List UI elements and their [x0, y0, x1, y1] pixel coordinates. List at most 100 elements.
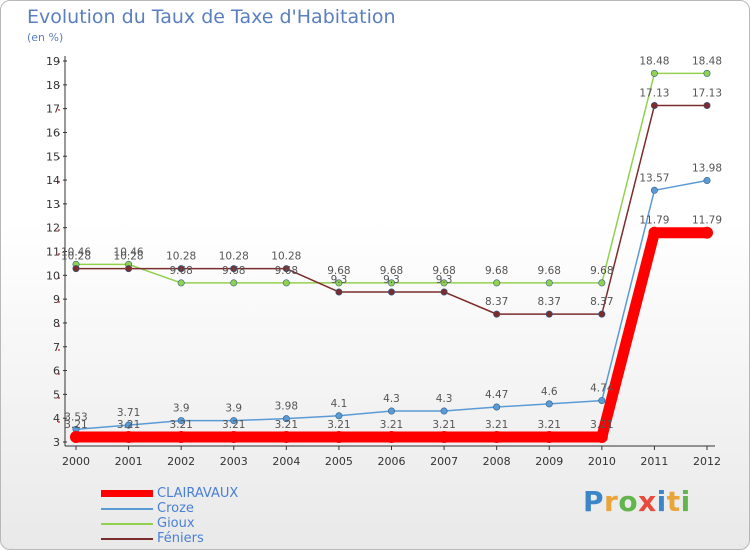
data-point — [650, 102, 658, 110]
x-tick-label: 2000 — [62, 455, 90, 468]
data-label: 4.47 — [485, 389, 508, 401]
x-tick-label: 2005 — [325, 455, 353, 468]
x-tick-label: 2008 — [483, 455, 511, 468]
x-tick-label: 2006 — [378, 455, 406, 468]
x-tick-label: 2001 — [115, 455, 143, 468]
data-point — [440, 279, 448, 287]
data-point — [598, 310, 606, 318]
data-label: 3.21 — [117, 419, 140, 431]
data-label: 10.28 — [166, 251, 196, 263]
data-label: 4.3 — [436, 393, 453, 405]
data-label: 3.53 — [64, 411, 87, 423]
x-tick-label: 2002 — [167, 455, 195, 468]
x-tick-label: 2011 — [640, 455, 668, 468]
logo-letter: P — [583, 485, 605, 518]
data-label: 9.68 — [327, 265, 350, 277]
data-point — [545, 400, 553, 408]
y-tick-label: 11 — [46, 246, 60, 259]
y-tick-label: 4 — [53, 412, 60, 425]
y-tick-label: 8 — [53, 317, 60, 330]
data-label: 9.3 — [331, 274, 348, 286]
data-point — [387, 288, 395, 296]
data-label: 9.68 — [538, 265, 561, 277]
data-point — [282, 265, 290, 273]
data-point — [335, 412, 343, 420]
logo-letter: i — [656, 485, 667, 518]
x-tick-label: 2009 — [535, 455, 563, 468]
data-point — [280, 430, 293, 443]
data-point — [282, 279, 290, 287]
data-point — [230, 279, 238, 287]
data-label: 4.3 — [383, 393, 400, 405]
data-point — [493, 403, 501, 411]
data-label: 8.37 — [590, 296, 613, 308]
data-label: 3.21 — [327, 419, 350, 431]
legend-label: CLAIRAVAUX — [157, 486, 239, 501]
proxiti-logo: Proxiti — [583, 485, 691, 518]
y-tick-label: 16 — [46, 126, 60, 139]
y-tick-label: 17 — [46, 103, 60, 116]
data-label: 3.21 — [169, 419, 192, 431]
data-label: 18.48 — [639, 55, 669, 67]
data-point — [598, 279, 606, 287]
logo-letter: t — [666, 485, 681, 518]
data-label: 3.98 — [275, 401, 298, 413]
logo-letter: x — [638, 485, 657, 518]
data-point — [335, 288, 343, 296]
data-point — [493, 279, 501, 287]
data-point — [70, 430, 82, 443]
data-point — [230, 417, 238, 425]
data-label: 3.21 — [485, 419, 508, 431]
data-label: 3.21 — [380, 419, 403, 431]
y-tick-label: 10 — [46, 269, 60, 282]
data-point — [595, 430, 608, 443]
data-label: 11.79 — [692, 215, 722, 227]
data-label: 3.21 — [275, 419, 298, 431]
data-label: 4.6 — [541, 386, 558, 398]
data-label: 13.98 — [692, 163, 722, 175]
data-label: 3.9 — [225, 403, 242, 415]
y-tick-label: 18 — [46, 79, 60, 92]
data-label: 17.13 — [639, 88, 669, 100]
y-tick-label: 3 — [53, 436, 60, 449]
data-label: 10.28 — [271, 251, 301, 263]
data-point — [440, 407, 448, 415]
data-label: 10.28 — [61, 251, 91, 263]
data-label: 8.37 — [538, 296, 561, 308]
data-label: 18.48 — [692, 55, 722, 67]
y-tick-label: 15 — [46, 150, 60, 163]
data-point — [177, 265, 185, 273]
data-point — [543, 430, 556, 443]
y-tick-label: 12 — [46, 222, 60, 235]
data-point — [125, 265, 133, 273]
data-point — [598, 397, 606, 405]
line-chart: 3 4 5 6 7 8 9 10 11 12 13 14 15 16 17 18 19 2000 2001 2002 2… — [46, 55, 722, 468]
legend-swatch — [101, 523, 153, 525]
data-label: 10.28 — [219, 251, 249, 263]
y-tick-label: 13 — [46, 198, 60, 211]
data-point — [545, 310, 553, 318]
data-point — [490, 430, 503, 443]
legend-swatch — [101, 538, 153, 540]
data-point — [493, 310, 501, 318]
data-point — [227, 430, 240, 443]
data-label: 3.21 — [538, 419, 561, 431]
x-tick-label: 2010 — [588, 455, 616, 468]
data-point — [177, 279, 185, 287]
y-tick-label: 6 — [53, 365, 60, 378]
legend-swatch — [101, 508, 153, 510]
data-point — [545, 279, 553, 287]
data-label: 3.21 — [64, 419, 87, 431]
data-label: 9.68 — [432, 265, 455, 277]
data-label: 9.3 — [383, 274, 400, 286]
x-tick-label: 2004 — [272, 455, 300, 468]
data-point — [175, 430, 188, 443]
data-label: 9.3 — [436, 274, 453, 286]
y-unit-label: (en %) — [27, 31, 64, 44]
data-label: 11.79 — [639, 215, 669, 227]
legend-swatch — [101, 490, 153, 497]
data-label: 10.46 — [114, 246, 144, 258]
data-point — [387, 279, 395, 287]
data-point — [125, 421, 133, 429]
y-tick-label: 5 — [53, 388, 60, 401]
